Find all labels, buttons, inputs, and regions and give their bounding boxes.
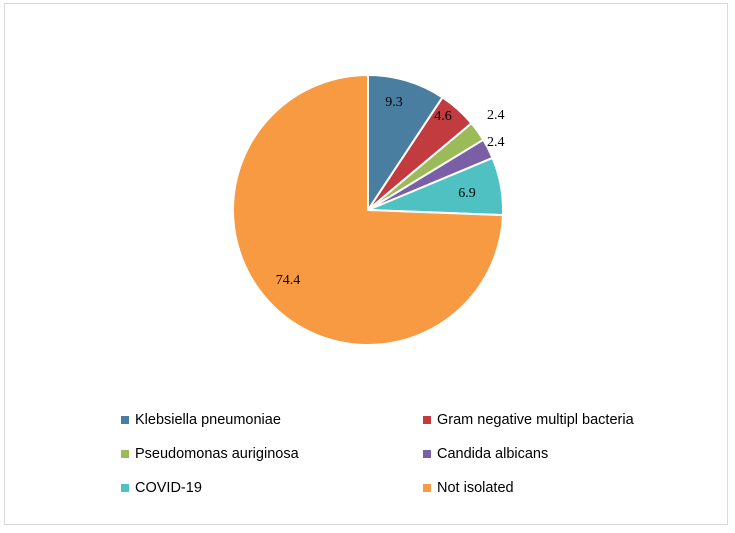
legend-item-candida: Candida albicans — [423, 444, 681, 463]
legend-swatch — [121, 483, 129, 492]
data-label-klebsiella: 9.3 — [385, 95, 403, 110]
data-label-not-isolated: 74.4 — [276, 273, 301, 288]
pie-slice-not-isolated — [232, 73, 504, 346]
data-label-gram-negative: 4.6 — [434, 109, 452, 124]
legend-swatch — [121, 415, 129, 424]
data-label-candida: 2.4 — [487, 135, 505, 150]
pie-slice-klebsiella — [367, 73, 444, 214]
legend-swatch — [423, 415, 431, 424]
legend-label: Not isolated — [437, 479, 514, 496]
legend-label: COVID-19 — [135, 479, 202, 496]
legend-label: Klebsiella pneumoniae — [135, 411, 281, 428]
legend-swatch — [423, 483, 431, 492]
legend-item-klebsiella: Klebsiella pneumoniae — [121, 410, 423, 429]
legend: Klebsiella pneumoniae Gram negative mult… — [121, 410, 681, 497]
data-label-pseudomonas: 2.4 — [487, 108, 505, 123]
legend-item-covid: COVID-19 — [121, 478, 423, 497]
legend-item-pseudomonas: Pseudomonas auriginosa — [121, 444, 423, 463]
legend-swatch — [121, 449, 129, 458]
legend-swatch — [423, 449, 431, 458]
data-label-covid: 6.9 — [458, 186, 476, 201]
legend-item-not-isolated: Not isolated — [423, 478, 681, 497]
legend-label: Candida albicans — [437, 445, 549, 462]
legend-label: Pseudomonas auriginosa — [135, 445, 299, 462]
legend-item-gram-negative: Gram negative multipl bacteria — [423, 410, 681, 429]
legend-label: Gram negative multipl bacteria — [437, 411, 634, 428]
